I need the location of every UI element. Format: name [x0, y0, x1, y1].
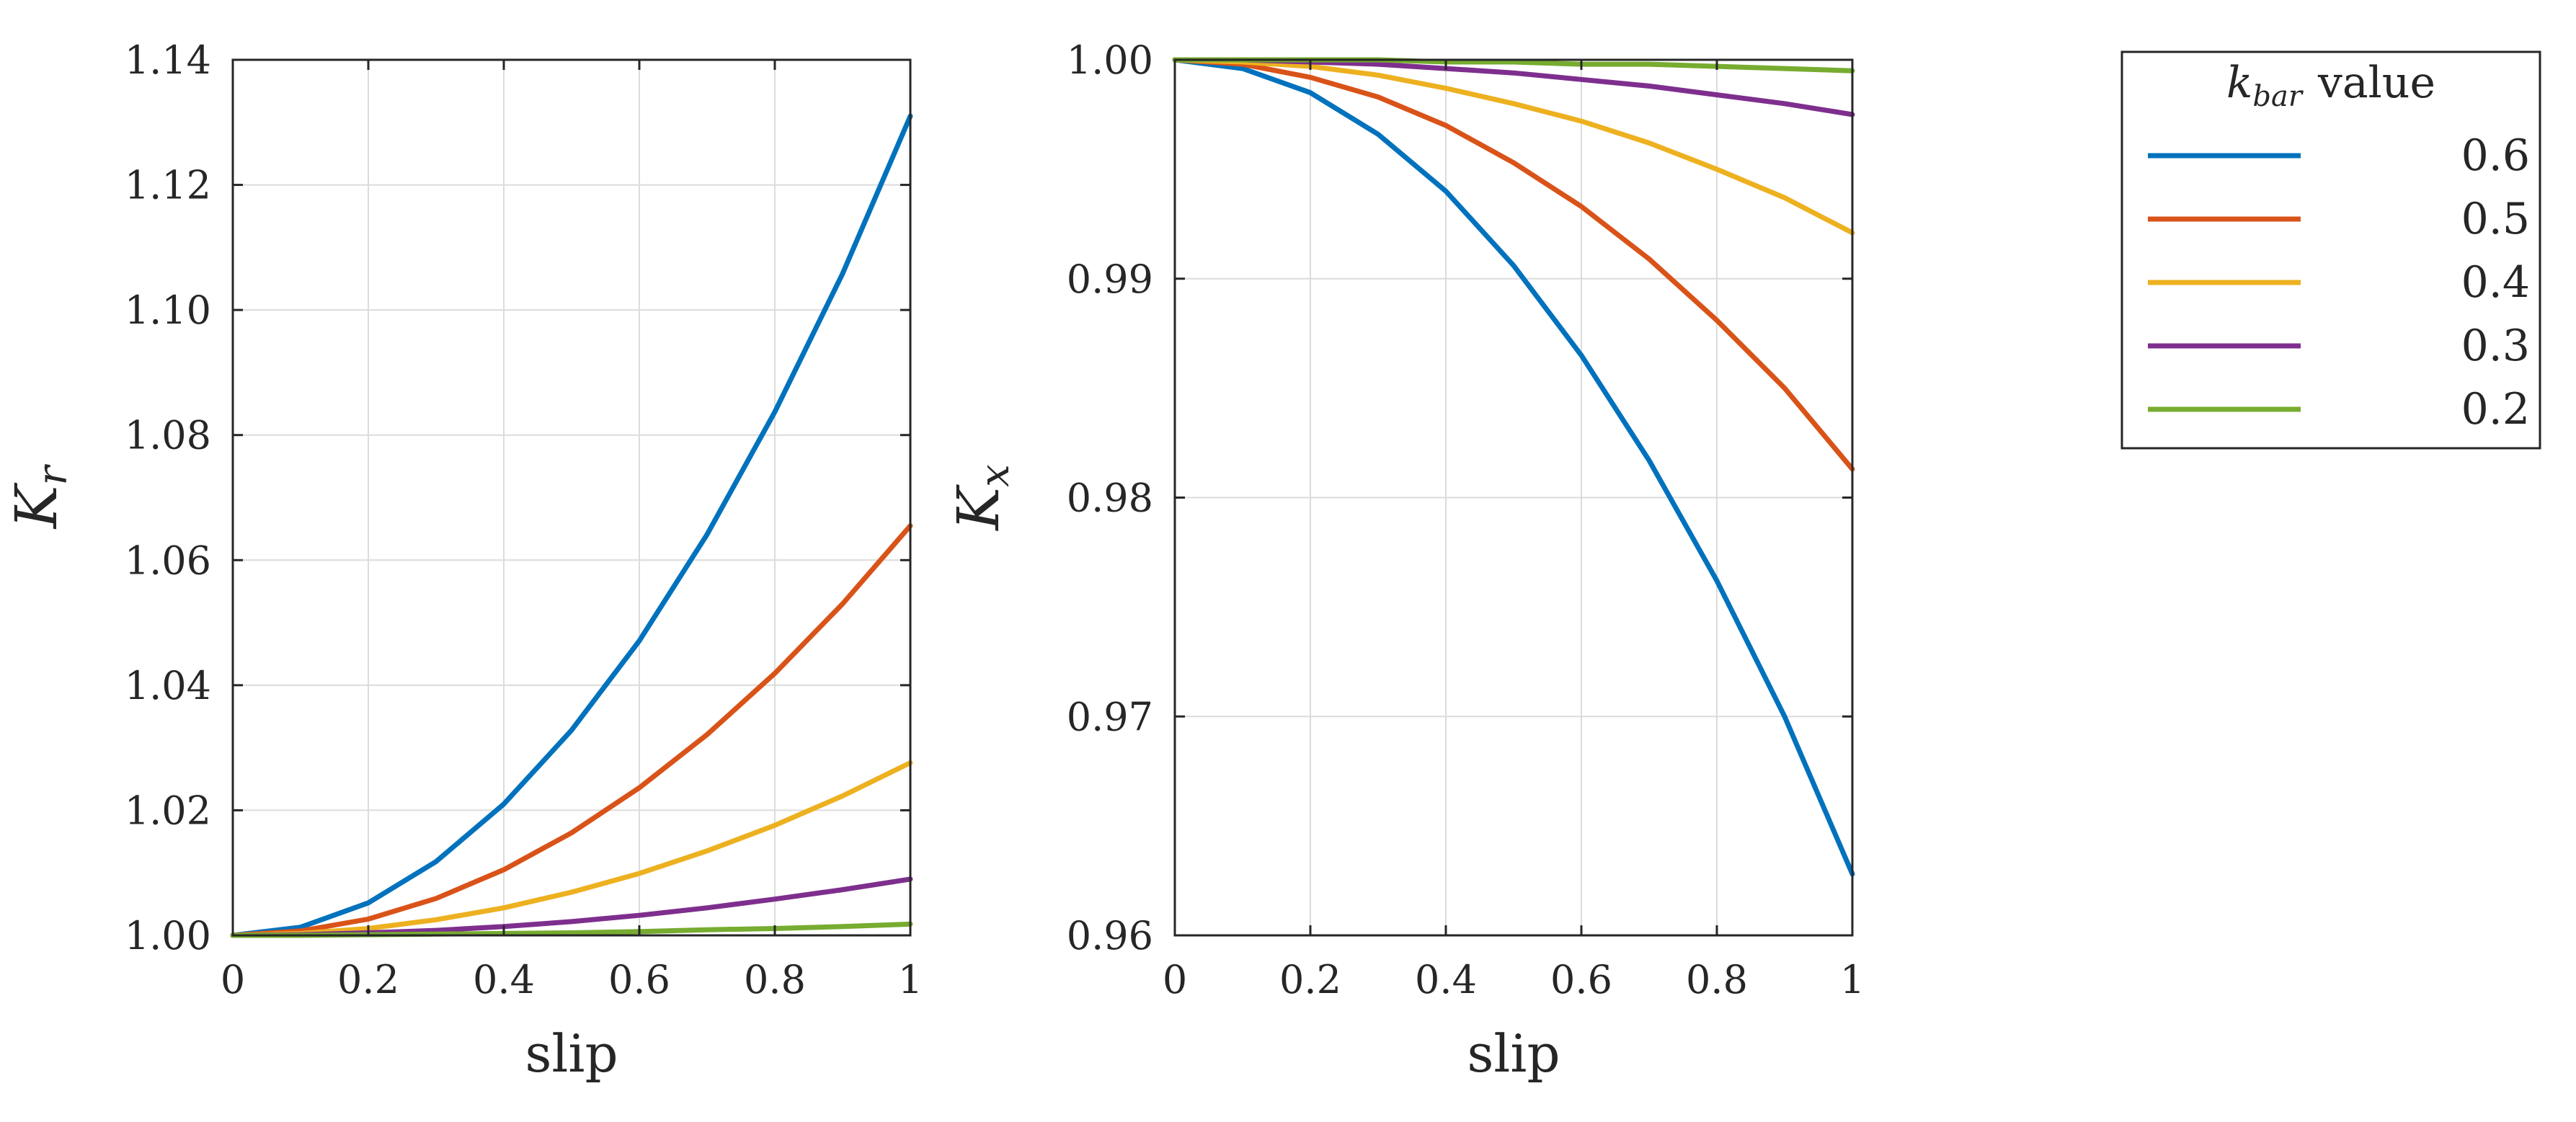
kr-x-tick-label: 0.2: [337, 957, 399, 1002]
kr-y-tick-label: 1.00: [125, 913, 211, 958]
kr-y-tick-label: 1.08: [125, 413, 211, 458]
legend: kbar value 0.6 0.5 0.4 0.3 0.2: [2120, 50, 2541, 450]
kr-y-tick-label: 1.06: [125, 538, 211, 583]
kx-x-tick-label: 0.8: [1686, 957, 1748, 1002]
kr-y-tick-label: 1.02: [125, 788, 211, 833]
kr-y-tick-label: 1.10: [125, 288, 211, 333]
kx-y-axis-title: Kx: [945, 464, 1018, 531]
kx-y-tick-label: 0.99: [1067, 257, 1153, 302]
kr-y-axis-title-sub: r: [30, 464, 76, 486]
kx-series-line-0-4: [1172, 57, 1855, 236]
kr-x-tick-label: 0.6: [608, 957, 670, 1002]
kr-x-tick-label: 0.4: [473, 957, 535, 1002]
kx-x-axis-title: slip: [1467, 1023, 1560, 1084]
kx-y-tick-label: 0.98: [1067, 476, 1153, 521]
kx-x-tick-label: 0.2: [1279, 957, 1341, 1002]
kr-series-line-0-6: [230, 113, 913, 938]
legend-box: [2120, 50, 2541, 450]
kr-y-tick-label: 1.12: [125, 163, 211, 208]
kr-y-axis-title: Kr: [3, 464, 76, 530]
kx-y-tick-label: 0.97: [1067, 694, 1153, 739]
kr-x-tick-labels: 0 0.2 0.4 0.6 0.8 1: [221, 957, 923, 1002]
kx-x-tick-label: 0.6: [1550, 957, 1612, 1002]
kr-x-tick-label: 0.8: [744, 957, 806, 1002]
legend-label: 0.6: [2461, 130, 2530, 181]
kx-x-tick-label: 0: [1163, 957, 1187, 1002]
kx-y-axis-title-main: K: [945, 484, 1012, 532]
kr-chart: 0 0.2 0.4 0.6 0.8 1 1.001.021.041.061.081.101…: [3, 37, 923, 1084]
kx-series-line-0-5: [1172, 57, 1855, 472]
legend-entries: 0.6 0.5 0.4 0.3 0.2: [2148, 130, 2530, 435]
kr-plot-frame: [231, 58, 912, 937]
kx-y-tick-labels: 0.96 0.97 0.98 0.99 1.00: [1067, 37, 1153, 958]
kx-chart: 0 0.2 0.4 0.6 0.8 1 0.96 0.97 0.98 0.99 1.00 slip…: [945, 37, 1865, 1084]
kr-series-line-0-4: [230, 760, 913, 938]
kr-y-tick-label: 1.14: [125, 37, 211, 83]
kr-y-tick-label: 1.04: [125, 663, 211, 708]
kr-y-tick-labels: 1.00 1.02 1.04 1.06 1.08 1.10 1.12 1.14: [125, 37, 211, 958]
kr-x-tick-label: 1: [898, 957, 923, 1002]
kr-series-line-0-5: [230, 523, 913, 938]
legend-label: 0.3: [2461, 321, 2530, 371]
legend-label: 0.2: [2461, 384, 2530, 435]
kr-x-tick-label: 0: [221, 957, 245, 1002]
kx-x-tick-labels: 0 0.2 0.4 0.6 0.8 1: [1163, 957, 1865, 1002]
legend-label: 0.4: [2461, 257, 2530, 308]
legend-title-main: k: [2226, 58, 2252, 108]
kx-series-line-0-6: [1172, 57, 1855, 877]
kr-x-axis-title: slip: [525, 1023, 618, 1084]
kx-x-tick-label: 1: [1840, 957, 1865, 1002]
kx-x-tick-label: 0.4: [1415, 957, 1477, 1002]
kx-y-tick-label: 0.96: [1067, 913, 1153, 958]
legend-label: 0.5: [2461, 194, 2530, 244]
legend-title: kbar value: [2226, 58, 2435, 113]
kr-y-axis-title-main: K: [3, 482, 70, 530]
legend-title-sub: bar: [2252, 80, 2304, 113]
legend-title-suffix: value: [2317, 58, 2435, 108]
kx-y-axis-title-sub: x: [972, 464, 1018, 487]
kr-ticks: [231, 58, 912, 937]
kx-ticks: [1173, 58, 1854, 937]
kx-y-tick-label: 1.00: [1067, 37, 1153, 83]
